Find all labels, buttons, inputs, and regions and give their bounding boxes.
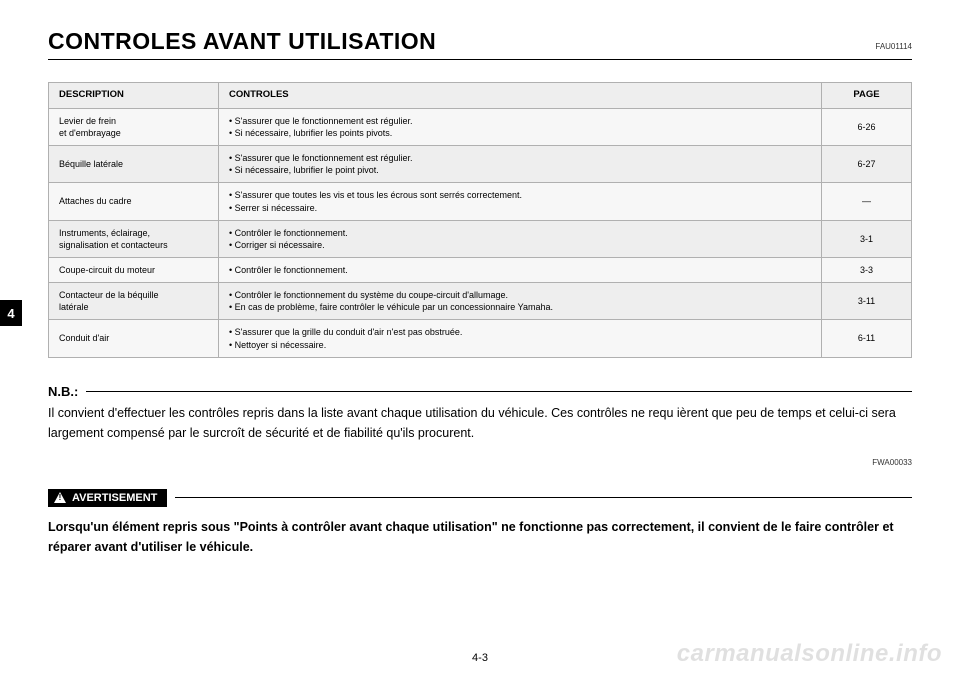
cell-page: 6-27 [822,146,912,183]
cell-desc: Levier de freinet d'embrayage [49,108,219,145]
table-row: Levier de freinet d'embrayage • S'assure… [49,108,912,145]
cell-desc: Instruments, éclairage,signalisation et … [49,220,219,257]
table-row: Conduit d'air • S'assurer que la grille … [49,320,912,357]
cell-ctrl: • S'assurer que le fonctionnement est ré… [219,146,822,183]
cell-desc: Conduit d'air [49,320,219,357]
warning-rule [175,497,912,498]
cell-ctrl: • S'assurer que toutes les vis et tous l… [219,183,822,220]
warning-label: AVERTISEMENT [72,492,157,504]
cell-desc: Attaches du cadre [49,183,219,220]
cell-desc: Coupe-circuit du moteur [49,257,219,282]
cell-ctrl: • Contrôler le fonctionnement.• Corriger… [219,220,822,257]
cell-ctrl: • S'assurer que le fonctionnement est ré… [219,108,822,145]
cell-ctrl: • Contrôler le fonctionnement. [219,257,822,282]
col-header-page: PAGE [822,83,912,109]
table-row: Instruments, éclairage,signalisation et … [49,220,912,257]
table-row: Attaches du cadre • S'assurer que toutes… [49,183,912,220]
document-code: FAU01114 [875,42,912,51]
note-label: N.B.: [48,384,78,399]
warning-badge: AVERTISEMENT [48,489,167,507]
warning-row: AVERTISEMENT [48,489,912,507]
warning-code: FWA00033 [48,458,912,467]
col-header-description: DESCRIPTION [49,83,219,109]
warning-text: Lorsqu'un élément repris sous "Points à … [48,517,912,557]
table-row: Coupe-circuit du moteur • Contrôler le f… [49,257,912,282]
page-title: CONTROLES AVANT UTILISATION [48,28,436,55]
note-row: N.B.: [48,384,912,399]
cell-desc: Contacteur de la béquillelatérale [49,283,219,320]
col-header-controles: CONTROLES [219,83,822,109]
watermark: carmanualsonline.info [677,640,942,668]
page-content: CONTROLES AVANT UTILISATION FAU01114 DES… [0,0,960,577]
cell-page: 3-1 [822,220,912,257]
cell-page: 3-3 [822,257,912,282]
table-row: Contacteur de la béquillelatérale • Cont… [49,283,912,320]
cell-page: — [822,183,912,220]
heading-row: CONTROLES AVANT UTILISATION FAU01114 [48,28,912,60]
cell-ctrl: • Contrôler le fonctionnement du système… [219,283,822,320]
cell-ctrl: • S'assurer que la grille du conduit d'a… [219,320,822,357]
note-text: Il convient d'effectuer les contrôles re… [48,403,912,444]
cell-page: 6-11 [822,320,912,357]
table-row: Béquille latérale • S'assurer que le fon… [49,146,912,183]
table-body: Levier de freinet d'embrayage • S'assure… [49,108,912,357]
chapter-tab: 4 [0,300,22,326]
warning-triangle-icon [54,492,66,503]
cell-page: 3-11 [822,283,912,320]
cell-desc: Béquille latérale [49,146,219,183]
cell-page: 6-26 [822,108,912,145]
controls-table: DESCRIPTION CONTROLES PAGE Levier de fre… [48,82,912,358]
note-rule [86,391,912,392]
